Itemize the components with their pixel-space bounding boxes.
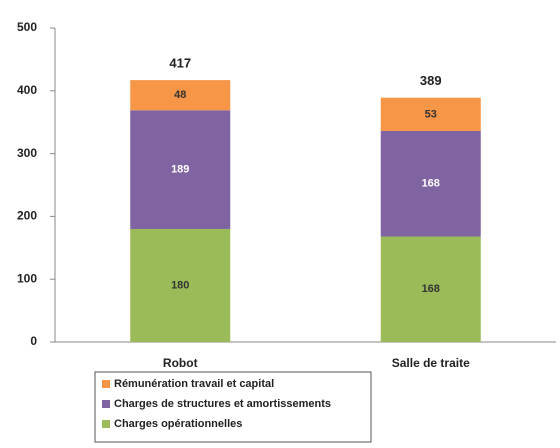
legend-swatch <box>102 420 110 428</box>
segment-label: 48 <box>174 89 186 101</box>
x-tick-label: Robot <box>163 356 198 370</box>
total-label: 389 <box>420 73 442 88</box>
bar-segment <box>380 236 481 342</box>
y-tick-label: 500 <box>17 20 37 34</box>
y-tick-label: 0 <box>30 334 37 348</box>
legend-label: Charges de structures et amortissements <box>114 398 331 410</box>
y-tick-label: 100 <box>17 271 37 285</box>
legend-swatch <box>102 400 110 408</box>
segment-label: 168 <box>422 178 440 190</box>
y-tick-label: 200 <box>17 209 37 223</box>
legend-label: Charges opérationnelles <box>114 418 242 430</box>
y-tick-label: 400 <box>17 83 37 97</box>
y-tick-label: 300 <box>17 146 37 160</box>
segment-label: 168 <box>422 283 440 295</box>
bar-segment <box>380 97 481 131</box>
total-label: 417 <box>169 56 191 71</box>
bar-segment <box>130 80 231 111</box>
bar-segment <box>130 110 231 229</box>
bar-segment <box>130 228 231 342</box>
bar-segment <box>380 130 481 237</box>
legend-label: Rémunération travail et capital <box>114 378 274 390</box>
segment-label: 180 <box>171 279 189 291</box>
legend-swatch <box>102 380 110 388</box>
x-tick-label: Salle de traite <box>392 356 470 370</box>
segment-label: 189 <box>171 164 189 176</box>
legend-box <box>94 371 372 443</box>
segment-label: 53 <box>425 108 437 120</box>
